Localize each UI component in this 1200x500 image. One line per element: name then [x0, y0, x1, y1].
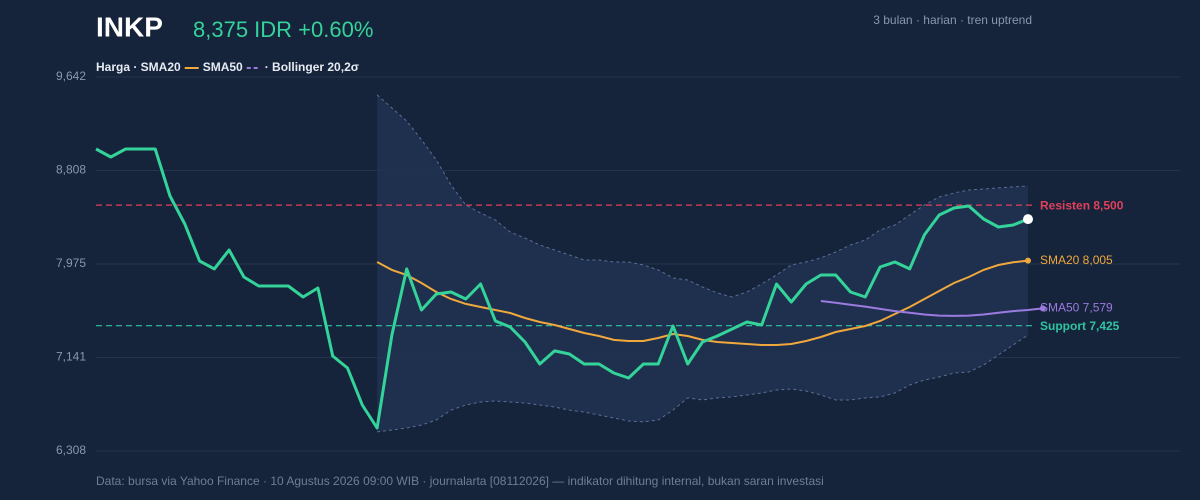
bollinger-upper — [376, 94, 1029, 298]
sma50-line — [820, 300, 1043, 317]
chart-title: INKP — [96, 11, 163, 42]
last-price-dot — [1023, 214, 1033, 225]
end-dot — [1039, 305, 1046, 312]
end-label: SMA20 8,005 — [1040, 253, 1113, 267]
legend-label: · Bollinger 20,2σ — [265, 60, 359, 74]
level-label: Support 7,425 — [1040, 319, 1120, 333]
y-tick-label: 6,308 — [56, 443, 86, 457]
price-line — [95, 147, 1029, 430]
level-label: Resisten 8,500 — [1040, 198, 1124, 212]
price-subtitle: 8,375 IDR +0.60% — [193, 17, 373, 42]
bollinger-lower — [377, 334, 1029, 433]
end-dot — [1025, 257, 1031, 264]
legend-label: SMA50 — [203, 60, 243, 74]
sma20-line — [376, 259, 1029, 346]
y-tick-label: 9,642 — [56, 69, 86, 83]
legend-label: Harga · SMA20 — [96, 60, 181, 74]
y-tick-label: 7,975 — [56, 256, 86, 270]
bollinger-fill — [377, 94, 1029, 432]
y-tick-label: 8,808 — [56, 163, 86, 177]
source-note: Data: bursa via Yahoo Finance · 10 Agust… — [96, 474, 824, 488]
y-tick-label: 7,141 — [56, 350, 86, 364]
end-label: SMA50 7,579 — [1040, 301, 1113, 315]
period-note: 3 bulan · harian · tren uptrend — [873, 13, 1032, 27]
